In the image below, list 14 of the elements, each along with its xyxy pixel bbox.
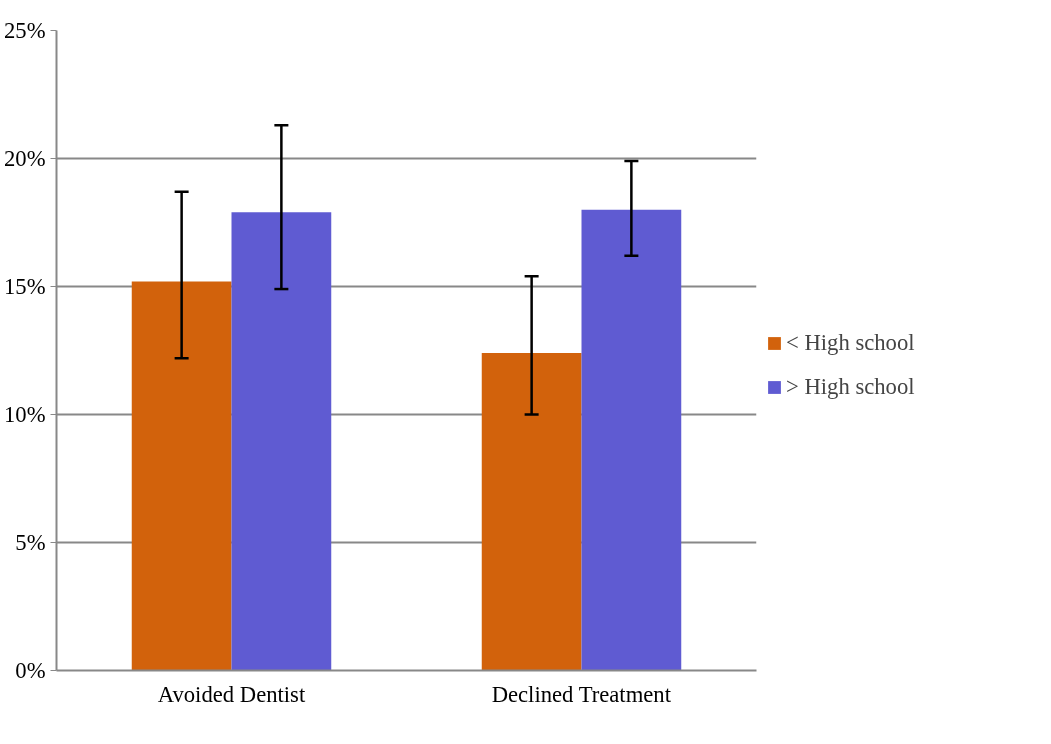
bar bbox=[581, 209, 682, 671]
y-tick-label: 15% bbox=[3, 274, 46, 299]
x-tick-label: Declined Treatment bbox=[491, 681, 672, 707]
bar bbox=[481, 353, 582, 671]
y-tick-label: 25% bbox=[3, 18, 46, 43]
legend-label: > High school bbox=[786, 374, 915, 400]
y-tick-label: 20% bbox=[3, 146, 46, 171]
legend-label: < High school bbox=[786, 330, 915, 356]
bar bbox=[131, 281, 232, 671]
y-tick-label: 5% bbox=[15, 530, 46, 555]
bar bbox=[231, 212, 332, 671]
y-tick-label: 0% bbox=[15, 658, 46, 683]
y-tick-label: 10% bbox=[3, 402, 46, 427]
x-tick-label: Avoided Dentist bbox=[157, 681, 306, 707]
